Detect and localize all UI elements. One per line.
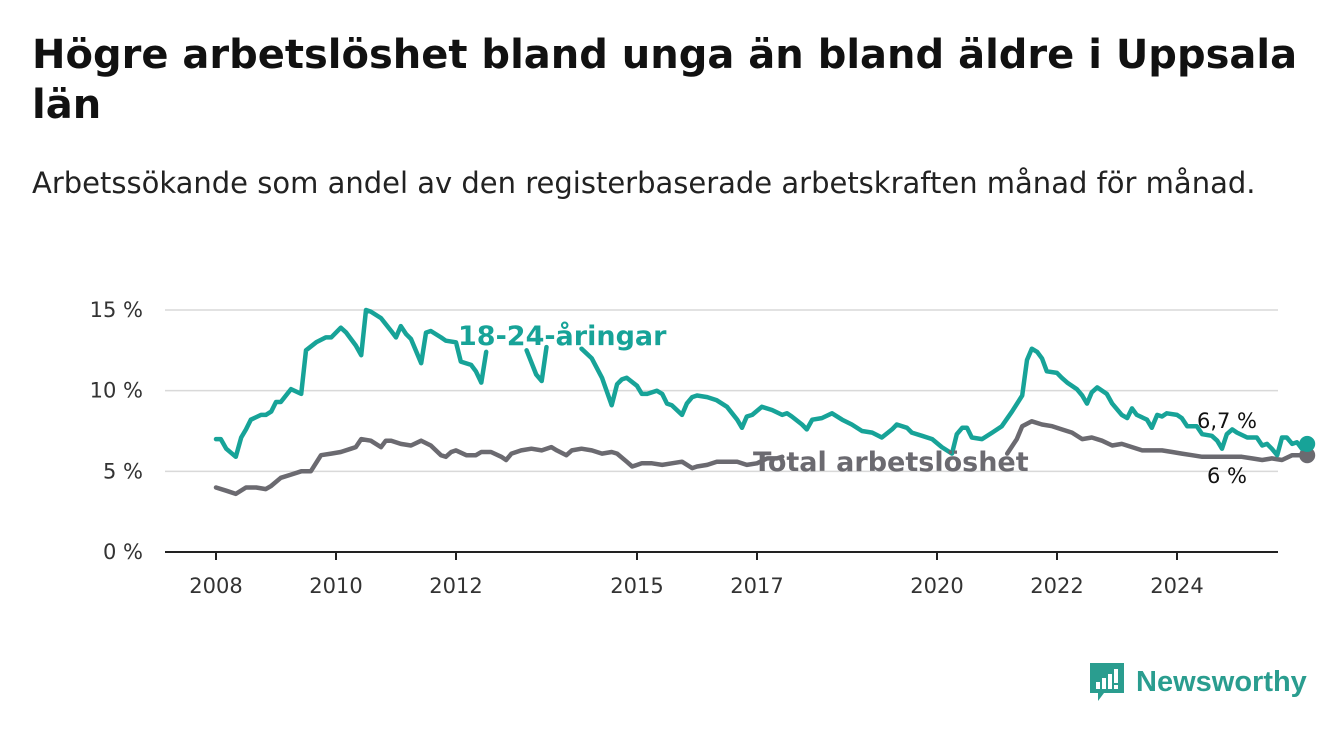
x-tick-label: 2012: [429, 574, 482, 598]
x-tick-label: 2020: [910, 574, 963, 598]
series-label-young: 18-24-åringar: [458, 320, 667, 352]
chart-title: Högre arbetslöshet bland unga än bland ä…: [32, 32, 1298, 128]
y-tick-label: 10 %: [90, 379, 143, 403]
newsworthy-logo-icon: [1090, 663, 1124, 701]
x-axis: 2008 2010 2012 2015 2017 2020 2022 2024: [165, 551, 1278, 598]
x-tick-label: 2010: [309, 574, 362, 598]
x-tick-label: 2008: [189, 574, 242, 598]
x-tick-label: 2015: [610, 574, 663, 598]
series-line: [213, 419, 1310, 497]
series-lines: [213, 307, 1316, 497]
series-line: [213, 307, 1310, 460]
end-label-total: 6 %: [1207, 464, 1247, 488]
series-labels: 18-24-åringar Total arbetslöshet 6,7 % 6 %: [458, 320, 1257, 488]
x-tick-label: 2017: [730, 574, 783, 598]
y-tick-label: 0 %: [103, 540, 143, 564]
y-tick-label: 5 %: [103, 459, 143, 483]
series-end-dot: [1299, 435, 1316, 452]
x-tick-label: 2022: [1030, 574, 1083, 598]
y-axis-ticks: 0 % 5 % 10 % 15 %: [90, 298, 143, 564]
brand-name: Newsworthy: [1136, 665, 1307, 698]
x-tick-label: 2024: [1150, 574, 1203, 598]
y-tick-label: 15 %: [90, 298, 143, 322]
series-end-dot: [1299, 447, 1316, 464]
series-label-total: Total arbetslöshet: [753, 447, 1029, 478]
chart-subtitle: Arbetssökande som andel av den registerb…: [32, 166, 1256, 200]
end-label-young: 6,7 %: [1197, 409, 1257, 433]
newsworthy-brand[interactable]: Newsworthy: [1090, 660, 1307, 704]
